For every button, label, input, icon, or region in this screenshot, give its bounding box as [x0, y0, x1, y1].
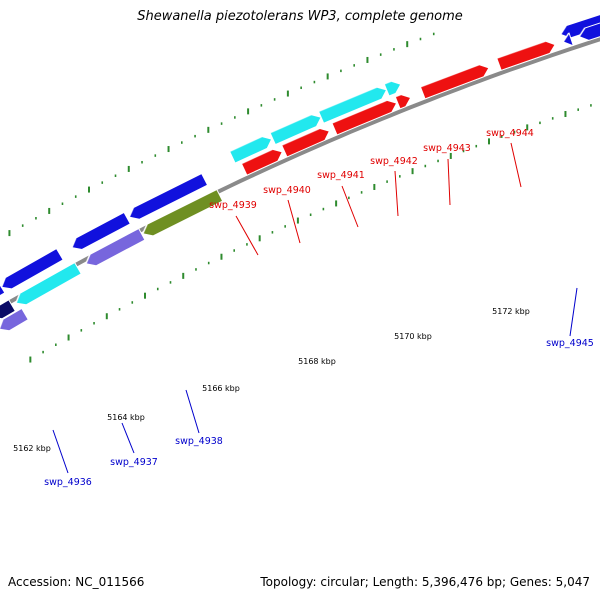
gene-label-swp_4940[interactable]: swp_4940	[263, 185, 311, 196]
gene-highlight	[394, 93, 402, 98]
gene-highlight	[229, 135, 263, 153]
leader-line	[394, 170, 399, 217]
gene-highlight	[241, 148, 273, 165]
gene-arrow-f10[interactable]	[0, 307, 29, 332]
ruler-label: 5170 kbp	[394, 332, 432, 341]
gene-features[interactable]	[0, 14, 600, 332]
gene-highlight	[84, 253, 91, 265]
gene-arrow-f8[interactable]	[142, 188, 224, 237]
gene-arrow-f22[interactable]	[578, 21, 600, 41]
topology-summary: Topology: circular; Length: 5,396,476 bp…	[260, 575, 590, 589]
gene-arrow-f9[interactable]	[0, 299, 16, 320]
ruler-label: 5168 kbp	[298, 357, 336, 366]
gene-arrow-f4[interactable]	[128, 172, 209, 220]
gene-highlight	[0, 277, 7, 288]
gene-label-swp_4942[interactable]: swp_4942	[370, 156, 418, 167]
gene-label-swp_4944[interactable]: swp_4944	[486, 128, 534, 139]
label-leaders	[52, 142, 578, 474]
gene-label-swp_4943[interactable]: swp_4943	[423, 143, 471, 154]
gene-highlight	[562, 32, 570, 43]
gene-highlight	[281, 127, 320, 146]
gene-highlight	[141, 223, 148, 235]
gene-highlight	[420, 63, 480, 88]
ruler-label: 5172 kbp	[492, 307, 530, 316]
gene-arrow-f16[interactable]	[280, 127, 331, 158]
gene-arrow-f6[interactable]	[15, 261, 82, 306]
tick-marks	[8, 32, 592, 363]
map-title: Shewanella piezotolerans WP3, complete g…	[137, 9, 463, 24]
gene-highlight	[0, 319, 4, 330]
leader-line	[569, 287, 578, 337]
gene-highlight	[559, 25, 567, 35]
gene-label-swp_4937[interactable]: swp_4937	[110, 457, 158, 468]
gene-arrow-f11[interactable]	[228, 135, 273, 164]
backbone-line	[0, 37, 600, 311]
gene-label-swp_4939[interactable]: swp_4939	[209, 200, 257, 211]
ruler-label: 5164 kbp	[107, 413, 145, 422]
gene-label-swp_4945[interactable]: swp_4945	[546, 338, 594, 349]
gene-arrow-f7[interactable]	[85, 227, 146, 267]
gene-highlight	[128, 207, 135, 218]
leader-line	[235, 215, 259, 256]
gene-arrow-f12[interactable]	[269, 114, 322, 146]
leader-line	[121, 422, 135, 454]
gene-highlight	[70, 237, 77, 248]
gene-highlight	[15, 293, 21, 304]
gene-arrow-f20[interactable]	[496, 40, 556, 71]
gene-arrow-f17[interactable]	[331, 99, 398, 136]
gene-highlight	[383, 80, 392, 85]
gene-arrow-f18[interactable]	[394, 93, 412, 110]
gene-arrow-f21[interactable]	[562, 32, 574, 47]
gene-arrow-f14[interactable]	[383, 80, 402, 97]
ruler-label: 5166 kbp	[202, 384, 240, 393]
gene-highlight	[269, 113, 312, 134]
genome-backbone	[0, 37, 600, 311]
gene-label-swp_4936[interactable]: swp_4936	[44, 477, 92, 488]
gene-highlight	[496, 40, 546, 60]
gene-arrow-f3[interactable]	[71, 211, 131, 251]
accession-text: Accession: NC_011566	[8, 575, 145, 589]
leader-line	[287, 199, 301, 244]
gene-highlight	[331, 99, 388, 124]
gene-highlight	[318, 86, 378, 113]
gene-arrow-f13[interactable]	[317, 86, 388, 124]
ruler-labels: 5162 kbp 5164 kbp 5166 kbp 5168 kbp 5170 kbp…	[13, 307, 530, 453]
ruler-label: 5162 kbp	[13, 444, 51, 453]
gene-highlight	[578, 27, 586, 38]
gene-arrow-f2[interactable]	[0, 247, 64, 290]
leader-line	[447, 158, 451, 206]
leader-line	[510, 142, 522, 188]
leader-line	[185, 389, 200, 434]
gene-arrow-f19[interactable]	[419, 64, 490, 100]
gene-label-swp_4941[interactable]: swp_4941	[317, 170, 365, 181]
leader-line	[341, 185, 359, 228]
gene-label-swp_4938[interactable]: swp_4938	[175, 436, 223, 447]
leader-line	[52, 429, 69, 474]
gene-arrow-f15[interactable]	[240, 148, 284, 176]
gene-labels[interactable]: swp_4936 swp_4937 swp_4938 swp_4939 swp_4940…	[44, 128, 594, 488]
